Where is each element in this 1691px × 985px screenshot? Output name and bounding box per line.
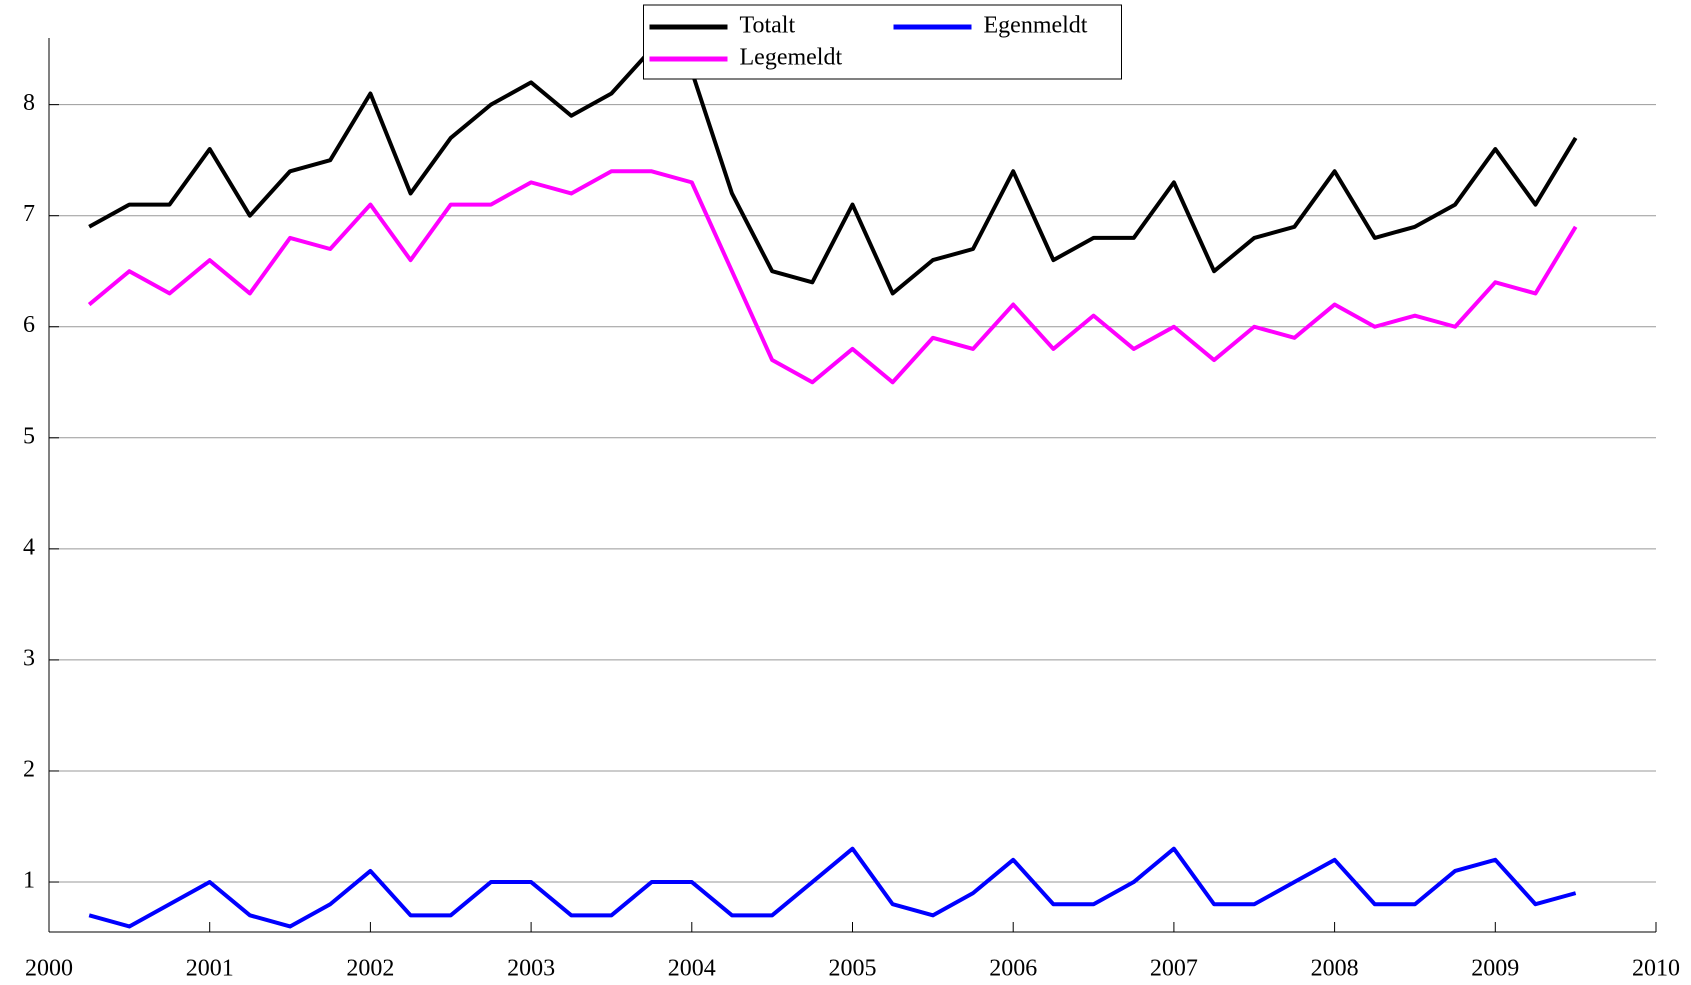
- line-series: [87, 169, 1578, 385]
- y-tick-label: 3: [23, 645, 35, 671]
- y-tick-label: 6: [23, 312, 35, 338]
- x-tick-label: 2002: [346, 956, 394, 982]
- x-tick-label: 2003: [507, 956, 555, 982]
- x-tick-label: 2006: [989, 956, 1037, 982]
- line-series: [88, 846, 1577, 929]
- x-tick-label: 2004: [668, 956, 716, 982]
- y-tick-label: 1: [23, 868, 35, 894]
- y-tick-label: 8: [23, 90, 35, 116]
- legend-label: Egenmeldt: [984, 13, 1088, 39]
- x-tick-label: 2008: [1311, 956, 1359, 982]
- y-tick-label: 4: [23, 534, 35, 560]
- y-tick-label: 2: [23, 756, 35, 782]
- x-tick-label: 2007: [1150, 956, 1198, 982]
- x-tick-label: 2009: [1471, 956, 1519, 982]
- x-tick-label: 2000: [25, 956, 73, 982]
- legend-box: [643, 4, 1122, 80]
- legend-label: Legemeldt: [740, 45, 843, 71]
- legend-label: Totalt: [740, 13, 796, 39]
- x-tick-label: 2010: [1632, 956, 1680, 982]
- x-tick-label: 2001: [186, 956, 234, 982]
- y-tick-label: 7: [23, 201, 35, 227]
- line-series: [88, 47, 1578, 296]
- y-tick-label: 5: [23, 423, 35, 449]
- x-tick-label: 2005: [829, 956, 877, 982]
